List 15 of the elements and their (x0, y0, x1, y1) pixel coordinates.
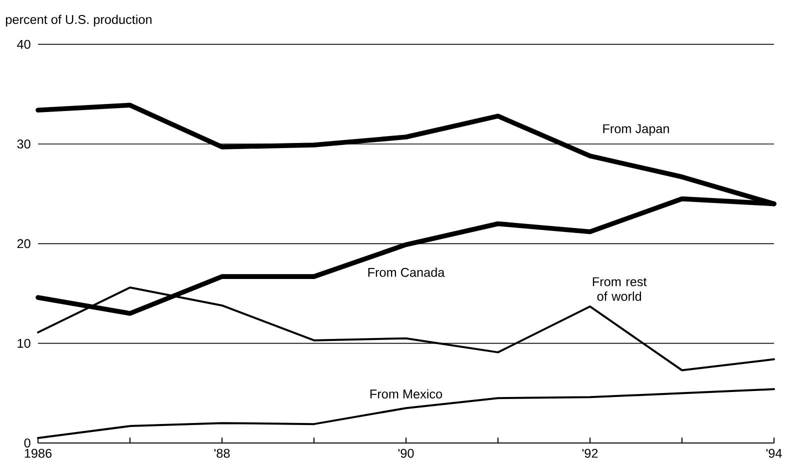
x-tick-label: 1986 (24, 448, 52, 458)
x-tick-label: '88 (214, 448, 230, 458)
y-tick-label: 0 (24, 438, 30, 448)
series-label: From Canada (368, 268, 445, 277)
series-label: From rest of world (592, 277, 647, 301)
x-tick-label: '90 (398, 448, 414, 458)
y-tick-label: 10 (18, 338, 30, 348)
x-tick-label: '94 (766, 448, 782, 458)
y-tick-label: 40 (17, 40, 30, 49)
y-tick-label: 30 (17, 140, 30, 148)
y-axis-title: percent of U.S. production (6, 14, 152, 27)
series-label: From Japan (603, 124, 669, 136)
series-label: From Mexico (370, 389, 442, 399)
y-tick-label: 20 (17, 239, 30, 248)
x-tick-label: '92 (582, 448, 598, 458)
